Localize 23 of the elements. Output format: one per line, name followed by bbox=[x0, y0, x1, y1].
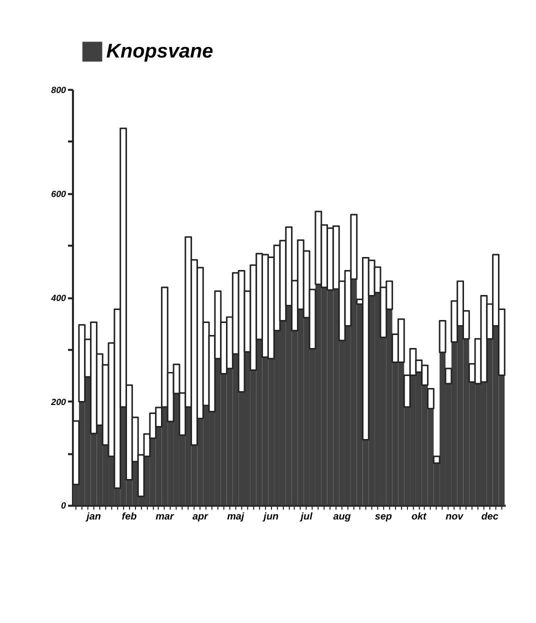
x-tick-label: okt bbox=[411, 512, 428, 523]
x-tick-label: feb bbox=[122, 512, 137, 523]
x-tick-label: jul bbox=[298, 512, 313, 523]
x-tick-label: dec bbox=[481, 512, 499, 523]
bar bbox=[432, 456, 440, 464]
bar bbox=[444, 368, 452, 384]
x-tick-label: sep bbox=[374, 512, 392, 523]
x-tick-label: jan bbox=[84, 512, 101, 523]
bar bbox=[78, 324, 86, 403]
bar bbox=[438, 320, 446, 354]
y-tick-label: 0 bbox=[61, 500, 66, 511]
y-tick-label: 600 bbox=[51, 188, 66, 199]
legend-label: Knopsvane bbox=[106, 40, 214, 63]
y-tick-label: 200 bbox=[50, 396, 66, 407]
x-tick-label: mar bbox=[156, 512, 175, 523]
x-tick-label: maj bbox=[227, 512, 244, 523]
x-tick-label: nov bbox=[446, 512, 464, 523]
x-tick-label: jun bbox=[262, 512, 279, 523]
x-tick-label: aug bbox=[333, 512, 351, 523]
y-tick-label: 800 bbox=[51, 84, 66, 95]
y-tick-label: 400 bbox=[50, 292, 66, 303]
bar bbox=[427, 388, 434, 410]
x-tick-label: apr bbox=[192, 512, 210, 523]
